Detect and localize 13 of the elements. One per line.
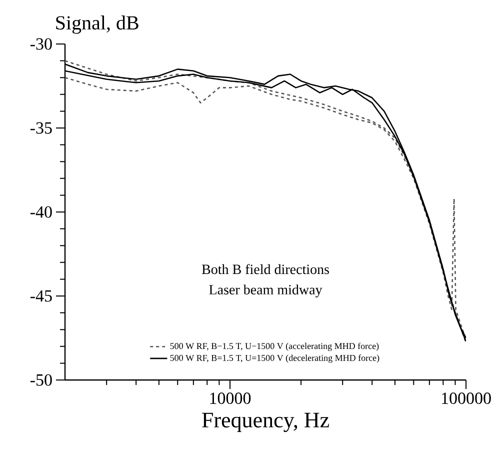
x-tick-label: 100000 [442,392,491,404]
annotation: Both B field directions [202,264,329,274]
y-tick-label: -45 [30,290,52,302]
y-tick-label: -35 [30,122,52,134]
y-axis-title: Signal, dB [56,16,138,34]
y-tick-label: -30 [30,38,52,50]
x-axis-title: Frequency, Hz [202,412,329,432]
y-tick-label: -40 [30,206,52,218]
legend-label: 500 W RF, B=1.5 T, U=1500 V (decelerating MHD force) [170,354,380,363]
legend-label: 500 W RF, B−1.5 T, U−1500 V (accelerating MHD force) [170,342,379,351]
x-tick-label: 10000 [210,392,251,404]
annotation: Laser beam midway [209,284,322,298]
y-tick-label: -50 [30,374,52,386]
